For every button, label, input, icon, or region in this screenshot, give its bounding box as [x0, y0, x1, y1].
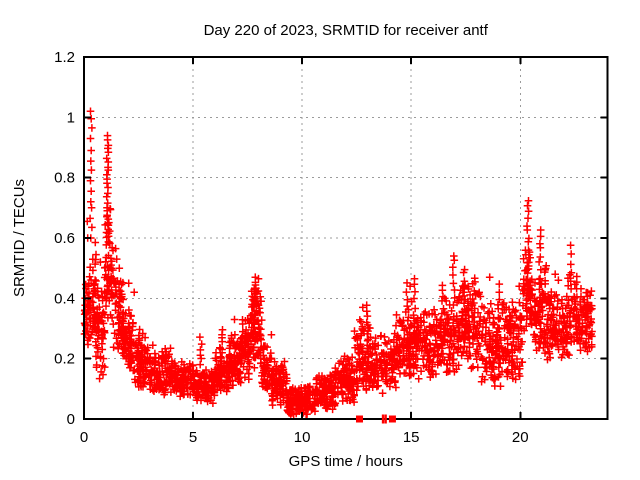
- y-tick-label: 0.2: [54, 351, 75, 368]
- x-tick-label: 0: [80, 429, 88, 446]
- x-tick-label: 10: [294, 429, 311, 446]
- x-tick-label: 15: [403, 429, 420, 446]
- y-tick-label: 1.2: [54, 49, 75, 66]
- plot-frame: [83, 56, 609, 420]
- baseline-zero-markers: [355, 414, 396, 424]
- x-tick-label: 20: [512, 429, 529, 446]
- y-tick-label: 0.6: [54, 230, 75, 247]
- y-tick-label: 1: [67, 109, 75, 126]
- scatter-points: [80, 107, 596, 419]
- chart-title: Day 220 of 2023, SRMTID for receiver ant…: [204, 22, 489, 39]
- y-tick-label: 0: [67, 411, 75, 428]
- y-axis-label: SRMTID / TECUs: [11, 179, 28, 297]
- x-axis-label: GPS time / hours: [289, 453, 403, 470]
- x-tick-label: 5: [189, 429, 197, 446]
- y-tick-label: 0.4: [54, 290, 75, 307]
- y-tick-label: 0.8: [54, 170, 75, 187]
